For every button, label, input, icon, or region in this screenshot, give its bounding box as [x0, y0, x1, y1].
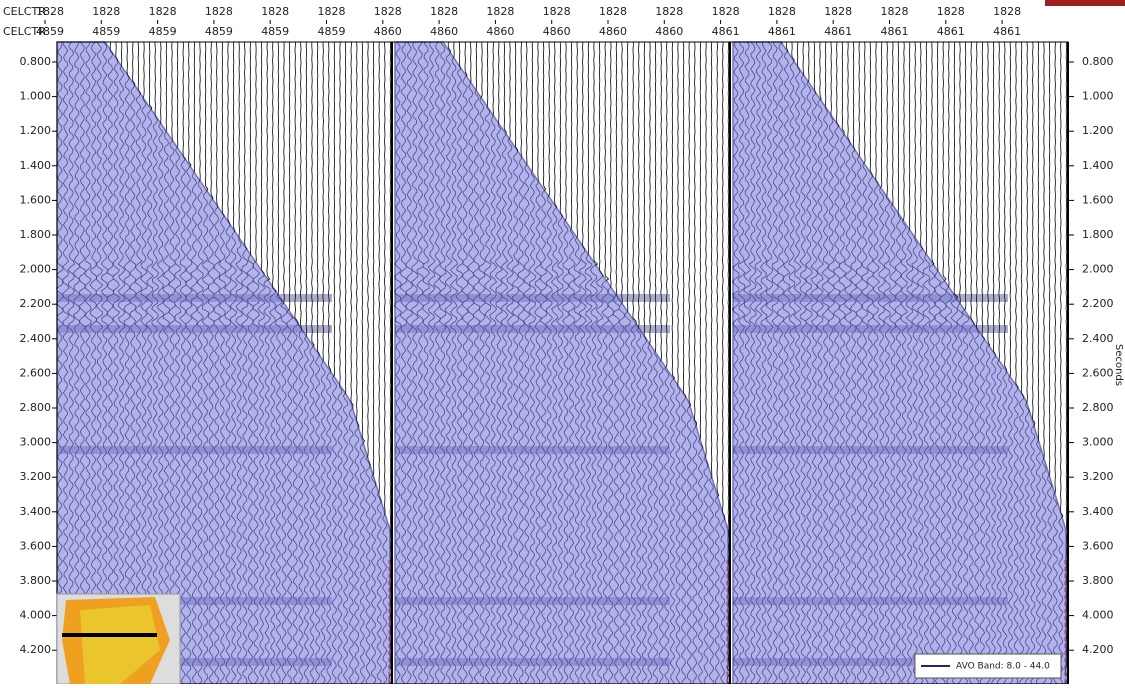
- header-value: 4860: [543, 25, 571, 38]
- time-label: 1.200: [1082, 124, 1114, 137]
- seismic-view: CELCTR1828182818281828182818281828182818…: [0, 0, 1125, 684]
- axis-label: Seconds: [1113, 344, 1124, 386]
- header-value: 4860: [599, 25, 627, 38]
- header-value: 4860: [430, 25, 458, 38]
- time-label: 3.000: [20, 436, 52, 449]
- header-value: 4860: [655, 25, 683, 38]
- header-value: 4859: [261, 25, 289, 38]
- header-value: 1828: [430, 5, 458, 18]
- header-value: 1828: [768, 5, 796, 18]
- time-label: 3.400: [20, 505, 52, 518]
- time-label: 2.200: [1082, 297, 1114, 310]
- header-value: 1828: [205, 5, 233, 18]
- time-label: 2.600: [1082, 366, 1114, 379]
- time-label: 4.000: [20, 609, 52, 622]
- legend-label: AVO Band: 8.0 - 44.0: [956, 662, 1050, 672]
- header-value: 4859: [149, 25, 177, 38]
- header-value: 4860: [486, 25, 514, 38]
- header-value: 4861: [768, 25, 796, 38]
- header-value: 4859: [318, 25, 346, 38]
- time-label: 2.000: [20, 263, 52, 276]
- inset-map: [57, 594, 180, 684]
- time-label: 2.400: [1082, 332, 1114, 345]
- time-label: 4.200: [1082, 643, 1114, 656]
- time-label: 3.800: [20, 574, 52, 587]
- header-value: 1828: [261, 5, 289, 18]
- header-value: 1828: [599, 5, 627, 18]
- time-label: 3.600: [1082, 539, 1114, 552]
- header-value: 1828: [543, 5, 571, 18]
- time-label: 1.800: [20, 228, 52, 241]
- header-value: 1828: [993, 5, 1021, 18]
- legend: AVO Band: 8.0 - 44.0: [915, 654, 1061, 678]
- time-label: 0.800: [1082, 55, 1114, 68]
- header-value: 4861: [824, 25, 852, 38]
- header-value: 4861: [881, 25, 909, 38]
- time-label: 4.200: [20, 643, 52, 656]
- header-value: 4861: [712, 25, 740, 38]
- time-label: 3.200: [20, 470, 52, 483]
- time-label: 0.800: [20, 55, 52, 68]
- time-label: 3.800: [1082, 574, 1114, 587]
- time-label: 1.600: [1082, 193, 1114, 206]
- corner-tab: [1045, 0, 1125, 6]
- time-label: 3.200: [1082, 470, 1114, 483]
- header-value: 4859: [92, 25, 120, 38]
- time-label: 2.400: [20, 332, 52, 345]
- header-value: 1828: [881, 5, 909, 18]
- header-value: 1828: [937, 5, 965, 18]
- time-label: 3.400: [1082, 505, 1114, 518]
- time-label: 1.000: [20, 90, 52, 103]
- time-label: 2.600: [20, 366, 52, 379]
- header-value: 1828: [149, 5, 177, 18]
- time-label: 3.000: [1082, 436, 1114, 449]
- time-label: 3.600: [20, 539, 52, 552]
- header-value: 1828: [318, 5, 346, 18]
- header-value: 1828: [92, 5, 120, 18]
- time-label: 2.200: [20, 297, 52, 310]
- header-value: 1828: [712, 5, 740, 18]
- header-value: 4861: [937, 25, 965, 38]
- header-value: 1828: [655, 5, 683, 18]
- time-label: 1.200: [20, 124, 52, 137]
- time-label: 2.800: [20, 401, 52, 414]
- time-label: 1.800: [1082, 228, 1114, 241]
- time-label: 1.600: [20, 193, 52, 206]
- header-value: 4859: [205, 25, 233, 38]
- time-label: 1.400: [20, 159, 52, 172]
- inset-line: [62, 633, 157, 637]
- time-label: 2.000: [1082, 263, 1114, 276]
- time-label: 2.800: [1082, 401, 1114, 414]
- time-label: 4.000: [1082, 609, 1114, 622]
- time-label: 1.400: [1082, 159, 1114, 172]
- header-value: 1828: [36, 5, 64, 18]
- header-value: 4860: [374, 25, 402, 38]
- header-value: 1828: [486, 5, 514, 18]
- header-value: 4859: [36, 25, 64, 38]
- header-value: 4861: [993, 25, 1021, 38]
- time-label: 1.000: [1082, 90, 1114, 103]
- header-value: 1828: [374, 5, 402, 18]
- header-value: 1828: [824, 5, 852, 18]
